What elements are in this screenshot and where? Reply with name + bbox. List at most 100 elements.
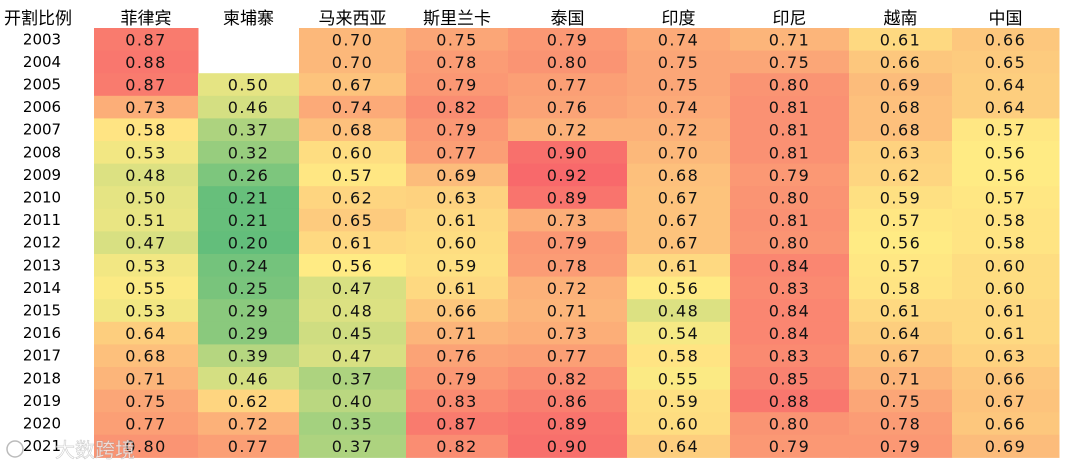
cell-value: 0.70 xyxy=(658,143,700,162)
cell-value: 0.83 xyxy=(436,392,478,411)
heatmap-cell xyxy=(198,344,300,368)
watermark-text: 大数跨境 xyxy=(55,438,135,462)
cell-value: 0.92 xyxy=(547,166,589,185)
cell-value: 0.88 xyxy=(125,53,167,72)
cell-value: 0.88 xyxy=(769,392,811,411)
heatmap-cell xyxy=(849,389,953,413)
column-header: 中国 xyxy=(989,9,1023,29)
heatmap-cell xyxy=(94,141,199,165)
heatmap-cell xyxy=(849,50,953,74)
cell-value: 0.56 xyxy=(985,166,1027,185)
cell-value: 0.68 xyxy=(332,121,374,140)
heatmap-cell xyxy=(849,254,953,278)
cell-value: 0.73 xyxy=(547,211,589,230)
cell-value: 0.51 xyxy=(125,211,167,230)
heatmap-cell xyxy=(198,254,300,278)
cell-value: 0.59 xyxy=(436,256,478,275)
cell-value: 0.46 xyxy=(228,98,270,117)
cell-value: 0.71 xyxy=(547,302,589,321)
heatmap-cell xyxy=(406,231,509,255)
row-header: 2015 xyxy=(23,302,61,320)
heatmap-cell xyxy=(730,208,850,232)
heatmap-cell xyxy=(627,389,731,413)
heatmap-cell xyxy=(627,141,731,165)
row-header: 2011 xyxy=(23,211,61,229)
cell-value: 0.58 xyxy=(880,279,922,298)
heatmap-cells xyxy=(94,28,1060,458)
heatmap-cell xyxy=(198,299,300,323)
cell-value: 0.72 xyxy=(547,279,589,298)
row-header: 2020 xyxy=(23,415,61,433)
cell-value: 0.82 xyxy=(547,369,589,388)
cell-value: 0.75 xyxy=(125,392,167,411)
heatmap-cell xyxy=(849,299,953,323)
row-header: 2012 xyxy=(23,234,61,252)
heatmap-cell xyxy=(952,434,1060,458)
heatmap-cell xyxy=(198,434,300,458)
column-header: 印度 xyxy=(662,9,696,29)
heatmap-cell xyxy=(952,389,1060,413)
cell-value: 0.63 xyxy=(985,347,1027,366)
heatmap-cell xyxy=(849,412,953,436)
corner-label: 开割比例 xyxy=(4,9,72,29)
cell-value: 0.68 xyxy=(125,347,167,366)
cell-value: 0.68 xyxy=(880,98,922,117)
heatmap-cell xyxy=(952,254,1060,278)
cell-value: 0.81 xyxy=(769,121,811,140)
cell-value: 0.82 xyxy=(436,437,478,456)
heatmap-cell xyxy=(849,28,953,52)
cell-value: 0.64 xyxy=(985,76,1027,95)
heatmap-cell xyxy=(406,321,509,345)
cell-value: 0.83 xyxy=(769,279,811,298)
heatmap-cell xyxy=(299,28,407,52)
heatmap-cell xyxy=(627,276,731,300)
cell-value: 0.63 xyxy=(880,143,922,162)
cell-value: 0.89 xyxy=(547,189,589,208)
heatmap-cell xyxy=(198,141,300,165)
cell-value: 0.70 xyxy=(332,30,374,49)
heatmap-cell xyxy=(94,163,199,187)
cell-value: 0.21 xyxy=(228,211,270,230)
cell-value: 0.78 xyxy=(436,53,478,72)
cell-value: 0.74 xyxy=(658,30,700,49)
heatmap-cell xyxy=(627,344,731,368)
row-header: 2017 xyxy=(23,347,61,365)
row-header: 2013 xyxy=(23,256,61,274)
cell-value: 0.72 xyxy=(547,121,589,140)
heatmap-cell xyxy=(952,367,1060,391)
cell-value: 0.58 xyxy=(125,121,167,140)
heatmap-cell xyxy=(508,208,628,232)
heatmap-cell xyxy=(627,434,731,458)
cell-value: 0.64 xyxy=(880,324,922,343)
heatmap-cell xyxy=(730,367,850,391)
cell-value: 0.60 xyxy=(332,143,374,162)
cell-value: 0.48 xyxy=(332,302,374,321)
cell-value: 0.75 xyxy=(658,53,700,72)
heatmap-cell xyxy=(952,141,1060,165)
heatmap-cell xyxy=(299,344,407,368)
cell-value: 0.65 xyxy=(332,211,374,230)
heatmap-cell xyxy=(406,276,509,300)
cell-value: 0.39 xyxy=(228,347,270,366)
cell-value: 0.55 xyxy=(125,279,167,298)
heatmap-cell xyxy=(508,367,628,391)
heatmap-cell xyxy=(627,321,731,345)
cell-value: 0.81 xyxy=(769,143,811,162)
heatmap-cell xyxy=(94,118,199,142)
heatmap-cell xyxy=(406,50,509,74)
cell-value: 0.81 xyxy=(769,211,811,230)
heatmap-cell xyxy=(299,299,407,323)
heatmap-cell xyxy=(730,412,850,436)
heatmap-cell xyxy=(299,118,407,142)
cell-value: 0.37 xyxy=(332,369,374,388)
heatmap-cell xyxy=(94,186,199,210)
heatmap-cell xyxy=(198,95,300,119)
heatmap-cell xyxy=(94,73,199,97)
cell-value: 0.66 xyxy=(985,30,1027,49)
heatmap-cell xyxy=(952,321,1060,345)
cell-value: 0.57 xyxy=(880,211,922,230)
cell-value: 0.83 xyxy=(769,347,811,366)
cell-value: 0.46 xyxy=(228,369,270,388)
heatmap-cell xyxy=(849,367,953,391)
heatmap-cell xyxy=(508,141,628,165)
